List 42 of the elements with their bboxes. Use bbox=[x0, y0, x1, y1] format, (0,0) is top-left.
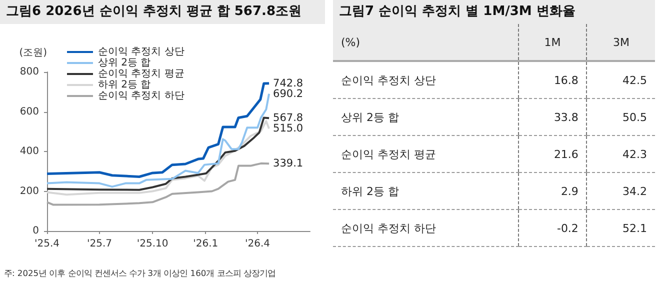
text: 그림7 순이익 추정치 별 1M/3M 변화율 bbox=[333, 0, 655, 24]
annotation: 742.8 bbox=[273, 77, 304, 90]
legend-label: 순이익 추정치 하단 bbox=[98, 90, 184, 102]
data-label: 50.5 bbox=[586, 98, 655, 136]
text: 주: 2025년 이후 순이익 컨센서스 수가 3개 이상인 160개 코스피 상장기업 bbox=[4, 268, 276, 278]
text: 3M bbox=[586, 24, 655, 61]
y-tick-label: 200 bbox=[20, 186, 39, 197]
data-label: 42.5 bbox=[586, 61, 655, 98]
x-tick-label: '25.4 bbox=[34, 238, 60, 250]
data-label: 21.6 bbox=[518, 136, 587, 172]
legend-label: 상위 2등 합 bbox=[98, 58, 151, 68]
annotation: 515.0 bbox=[273, 122, 304, 135]
legend-label: 순이익 추정치 평균 bbox=[98, 68, 184, 80]
chart-title: 그림6 2026년 순이익 추정치 평균 합 567.8조원 bbox=[0, 0, 325, 24]
annotation: 339.1 bbox=[273, 158, 304, 170]
x-tick-label: '25.7 bbox=[86, 238, 112, 250]
data-label: 33.8 bbox=[518, 98, 587, 136]
data-label: 52.1 bbox=[586, 210, 655, 246]
text: 1M bbox=[518, 24, 587, 61]
y-tick-label: 400 bbox=[20, 146, 39, 157]
data-label: 16.8 bbox=[518, 61, 587, 98]
x-tick-label: '26.1 bbox=[193, 238, 218, 250]
annotation: 567.8 bbox=[273, 112, 304, 124]
annotation: 690.2 bbox=[273, 88, 304, 100]
category-label: 하위 2등 합 bbox=[333, 172, 518, 210]
category-label: 순이익 추정치 평균 bbox=[333, 136, 518, 172]
data-label: 2.9 bbox=[518, 172, 587, 210]
data-label: 34.2 bbox=[586, 172, 655, 210]
category-label: 상위 2등 합 bbox=[333, 98, 518, 136]
legend-label: 순이익 추정치 상단 bbox=[98, 46, 184, 58]
y-axis-title: (조원) bbox=[19, 48, 48, 58]
y-tick-label: 600 bbox=[20, 106, 39, 118]
text: (%) bbox=[333, 24, 518, 61]
y-tick-label: 0 bbox=[32, 226, 39, 236]
category-label: 순이익 추정치 하단 bbox=[333, 210, 518, 246]
x-tick-label: '25.10 bbox=[136, 238, 168, 250]
data-label: 42.3 bbox=[586, 136, 655, 172]
y-tick-label: 800 bbox=[20, 66, 39, 78]
data-label: -0.2 bbox=[518, 210, 587, 246]
x-tick-label: '26.4 bbox=[245, 238, 270, 250]
category-label: 순이익 추정치 상단 bbox=[333, 61, 518, 98]
legend-label: 하위 2등 합 bbox=[98, 80, 151, 90]
